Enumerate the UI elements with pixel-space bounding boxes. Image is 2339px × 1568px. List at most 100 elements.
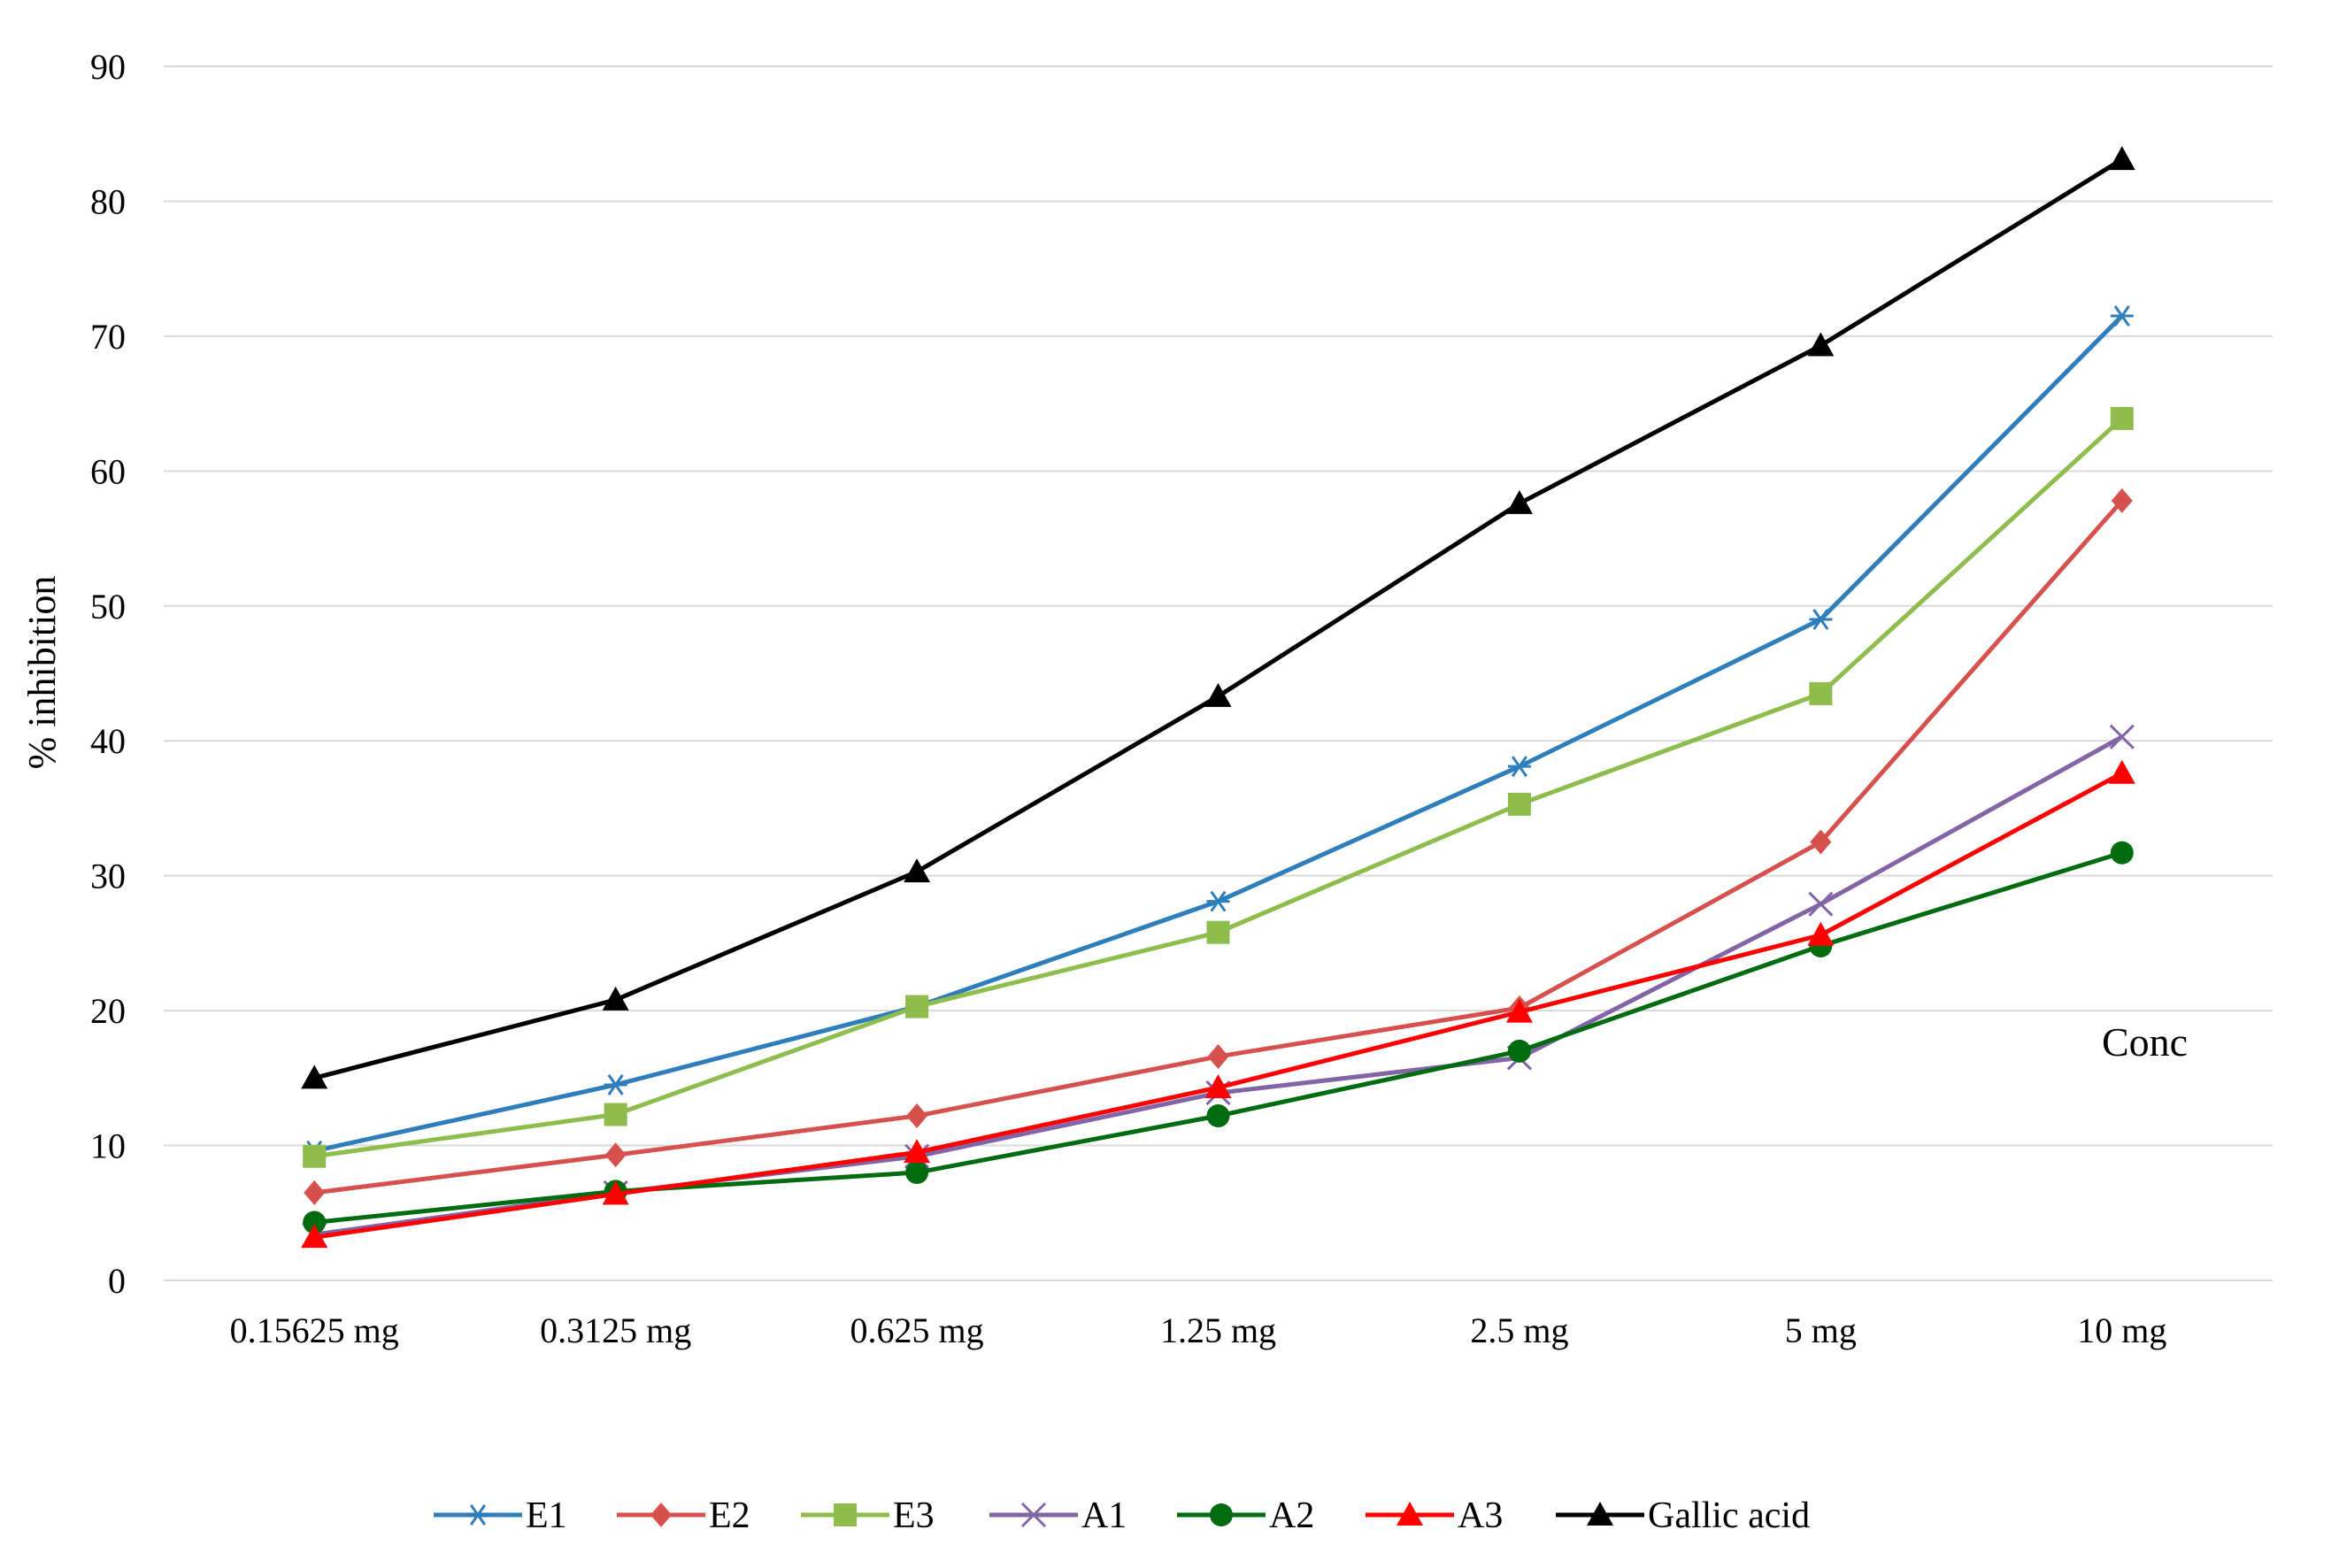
data-point-e1 [2110, 305, 2134, 327]
data-point-gallic-acid [2108, 146, 2135, 171]
data-point-e2 [906, 1103, 928, 1129]
series-line-a3 [312, 771, 2125, 1240]
legend-item-gallic-acid: Gallic acid [1556, 1495, 1810, 1536]
legend-swatch-marker [466, 1504, 489, 1526]
legend-label: A3 [1458, 1495, 1503, 1536]
marker-stroke [1020, 1502, 1047, 1528]
series-line-e1 [312, 313, 2125, 1154]
x-tick-label: 5 mg [1785, 1311, 1857, 1350]
data-point-a2 [1507, 1039, 1531, 1063]
y-tick-label: 90 [90, 47, 126, 87]
data-point-a3 [602, 1180, 629, 1205]
marker-stroke [469, 1504, 487, 1526]
marker-stroke [2109, 724, 2135, 749]
legend-swatch-marker [1396, 1502, 1423, 1526]
data-point-gallic-acid [1807, 332, 1835, 357]
data-point-e3 [905, 995, 929, 1018]
legend-item-a2: A2 [1177, 1495, 1314, 1536]
marker-stroke [1210, 890, 1227, 912]
data-point-e1 [604, 1074, 627, 1095]
y-tick-label: 30 [90, 857, 126, 896]
data-point-a3 [904, 1139, 931, 1164]
legend-swatch-marker [1587, 1502, 1613, 1526]
legend-swatch-marker [650, 1503, 672, 1527]
data-point-e2 [2111, 488, 2133, 513]
x-tick-label: 0.3125 mg [540, 1311, 691, 1350]
data-point-e2 [1810, 829, 1832, 855]
data-point-a2 [1206, 1104, 1230, 1128]
legend-label: E3 [893, 1495, 935, 1536]
y-axis-title: % inhibition [20, 576, 64, 770]
data-point-a3 [1204, 1074, 1232, 1099]
data-point-e2 [304, 1180, 326, 1205]
data-point-a2 [2110, 841, 2134, 865]
legend-label: E2 [709, 1495, 750, 1536]
data-point-e3 [2110, 406, 2134, 430]
y-axis-ticks: 0 10 20 30 40 50 60 70 80 90 [90, 47, 126, 1301]
data-point-e3 [1507, 792, 1531, 816]
marker-stroke [2113, 305, 2130, 327]
y-tick-label: 40 [90, 721, 126, 761]
data-point-a1 [1808, 891, 1834, 917]
data-point-e3 [604, 1103, 627, 1126]
legend-swatch-marker [834, 1503, 857, 1526]
data-point-e1 [1809, 609, 1833, 630]
legend-swatch-marker [1020, 1502, 1047, 1528]
y-tick-label: 10 [90, 1126, 126, 1166]
data-point-e2 [604, 1142, 627, 1168]
legend-label: Gallic acid [1648, 1495, 1810, 1536]
marker-stroke [607, 1074, 624, 1095]
legend-item-a1: A1 [989, 1495, 1127, 1536]
series-lines [301, 146, 2135, 1249]
legend-swatch-marker [1210, 1503, 1233, 1526]
y-tick-label: 80 [90, 181, 126, 221]
x-axis-ticks: 0.15625 mg 0.3125 mg 0.625 mg 1.25 mg 2.5 mg… [230, 1311, 2167, 1350]
legend-item-e3: E3 [801, 1495, 935, 1536]
data-point-gallic-acid [602, 986, 629, 1011]
x-tick-label: 10 mg [2077, 1311, 2166, 1350]
data-point-e3 [303, 1144, 327, 1168]
legend-label: A2 [1269, 1495, 1314, 1536]
series-e3 [303, 406, 2134, 1168]
legend-item-e1: E1 [434, 1495, 567, 1536]
marker-stroke [1808, 891, 1834, 917]
y-tick-label: 20 [90, 991, 126, 1031]
conc-annotation: Conc [2102, 1019, 2188, 1065]
series-gallic-acid [301, 146, 2135, 1089]
legend: E1 E2 E3 A1 A2 A3 Gallic acid [434, 1495, 1810, 1536]
data-point-e3 [1809, 681, 1833, 705]
series-a1 [302, 724, 2135, 1248]
x-tick-label: 1.25 mg [1160, 1311, 1276, 1350]
series-a3 [301, 759, 2135, 1249]
data-point-e1 [1206, 890, 1230, 912]
data-point-gallic-acid [301, 1065, 328, 1089]
marker-stroke [1511, 756, 1527, 778]
data-point-a2 [303, 1211, 327, 1234]
y-tick-label: 0 [108, 1261, 126, 1301]
x-tick-label: 2.5 mg [1470, 1311, 1568, 1350]
marker-stroke [1812, 609, 1829, 630]
data-point-gallic-acid [904, 858, 931, 883]
gridlines [164, 65, 2273, 1281]
legend-item-e2: E2 [617, 1495, 750, 1536]
series-line-a2 [312, 850, 2125, 1225]
x-tick-label: 0.625 mg [850, 1311, 984, 1350]
data-point-a2 [905, 1161, 929, 1185]
data-point-a3 [301, 1224, 328, 1249]
data-point-gallic-acid [1505, 489, 1533, 514]
data-point-e1 [1507, 756, 1531, 778]
legend-label: E1 [526, 1495, 567, 1536]
data-point-e3 [1206, 920, 1230, 944]
legend-item-a3: A3 [1366, 1495, 1503, 1536]
data-point-e2 [1207, 1043, 1229, 1069]
series-e1 [303, 305, 2134, 1162]
data-point-a3 [1505, 998, 1533, 1023]
data-point-a3 [1807, 921, 1835, 946]
data-point-gallic-acid [1204, 682, 1232, 707]
y-tick-label: 50 [90, 587, 126, 626]
x-tick-label: 0.15625 mg [230, 1311, 399, 1350]
data-point-a3 [2108, 759, 2135, 784]
legend-label: A1 [1081, 1495, 1127, 1536]
